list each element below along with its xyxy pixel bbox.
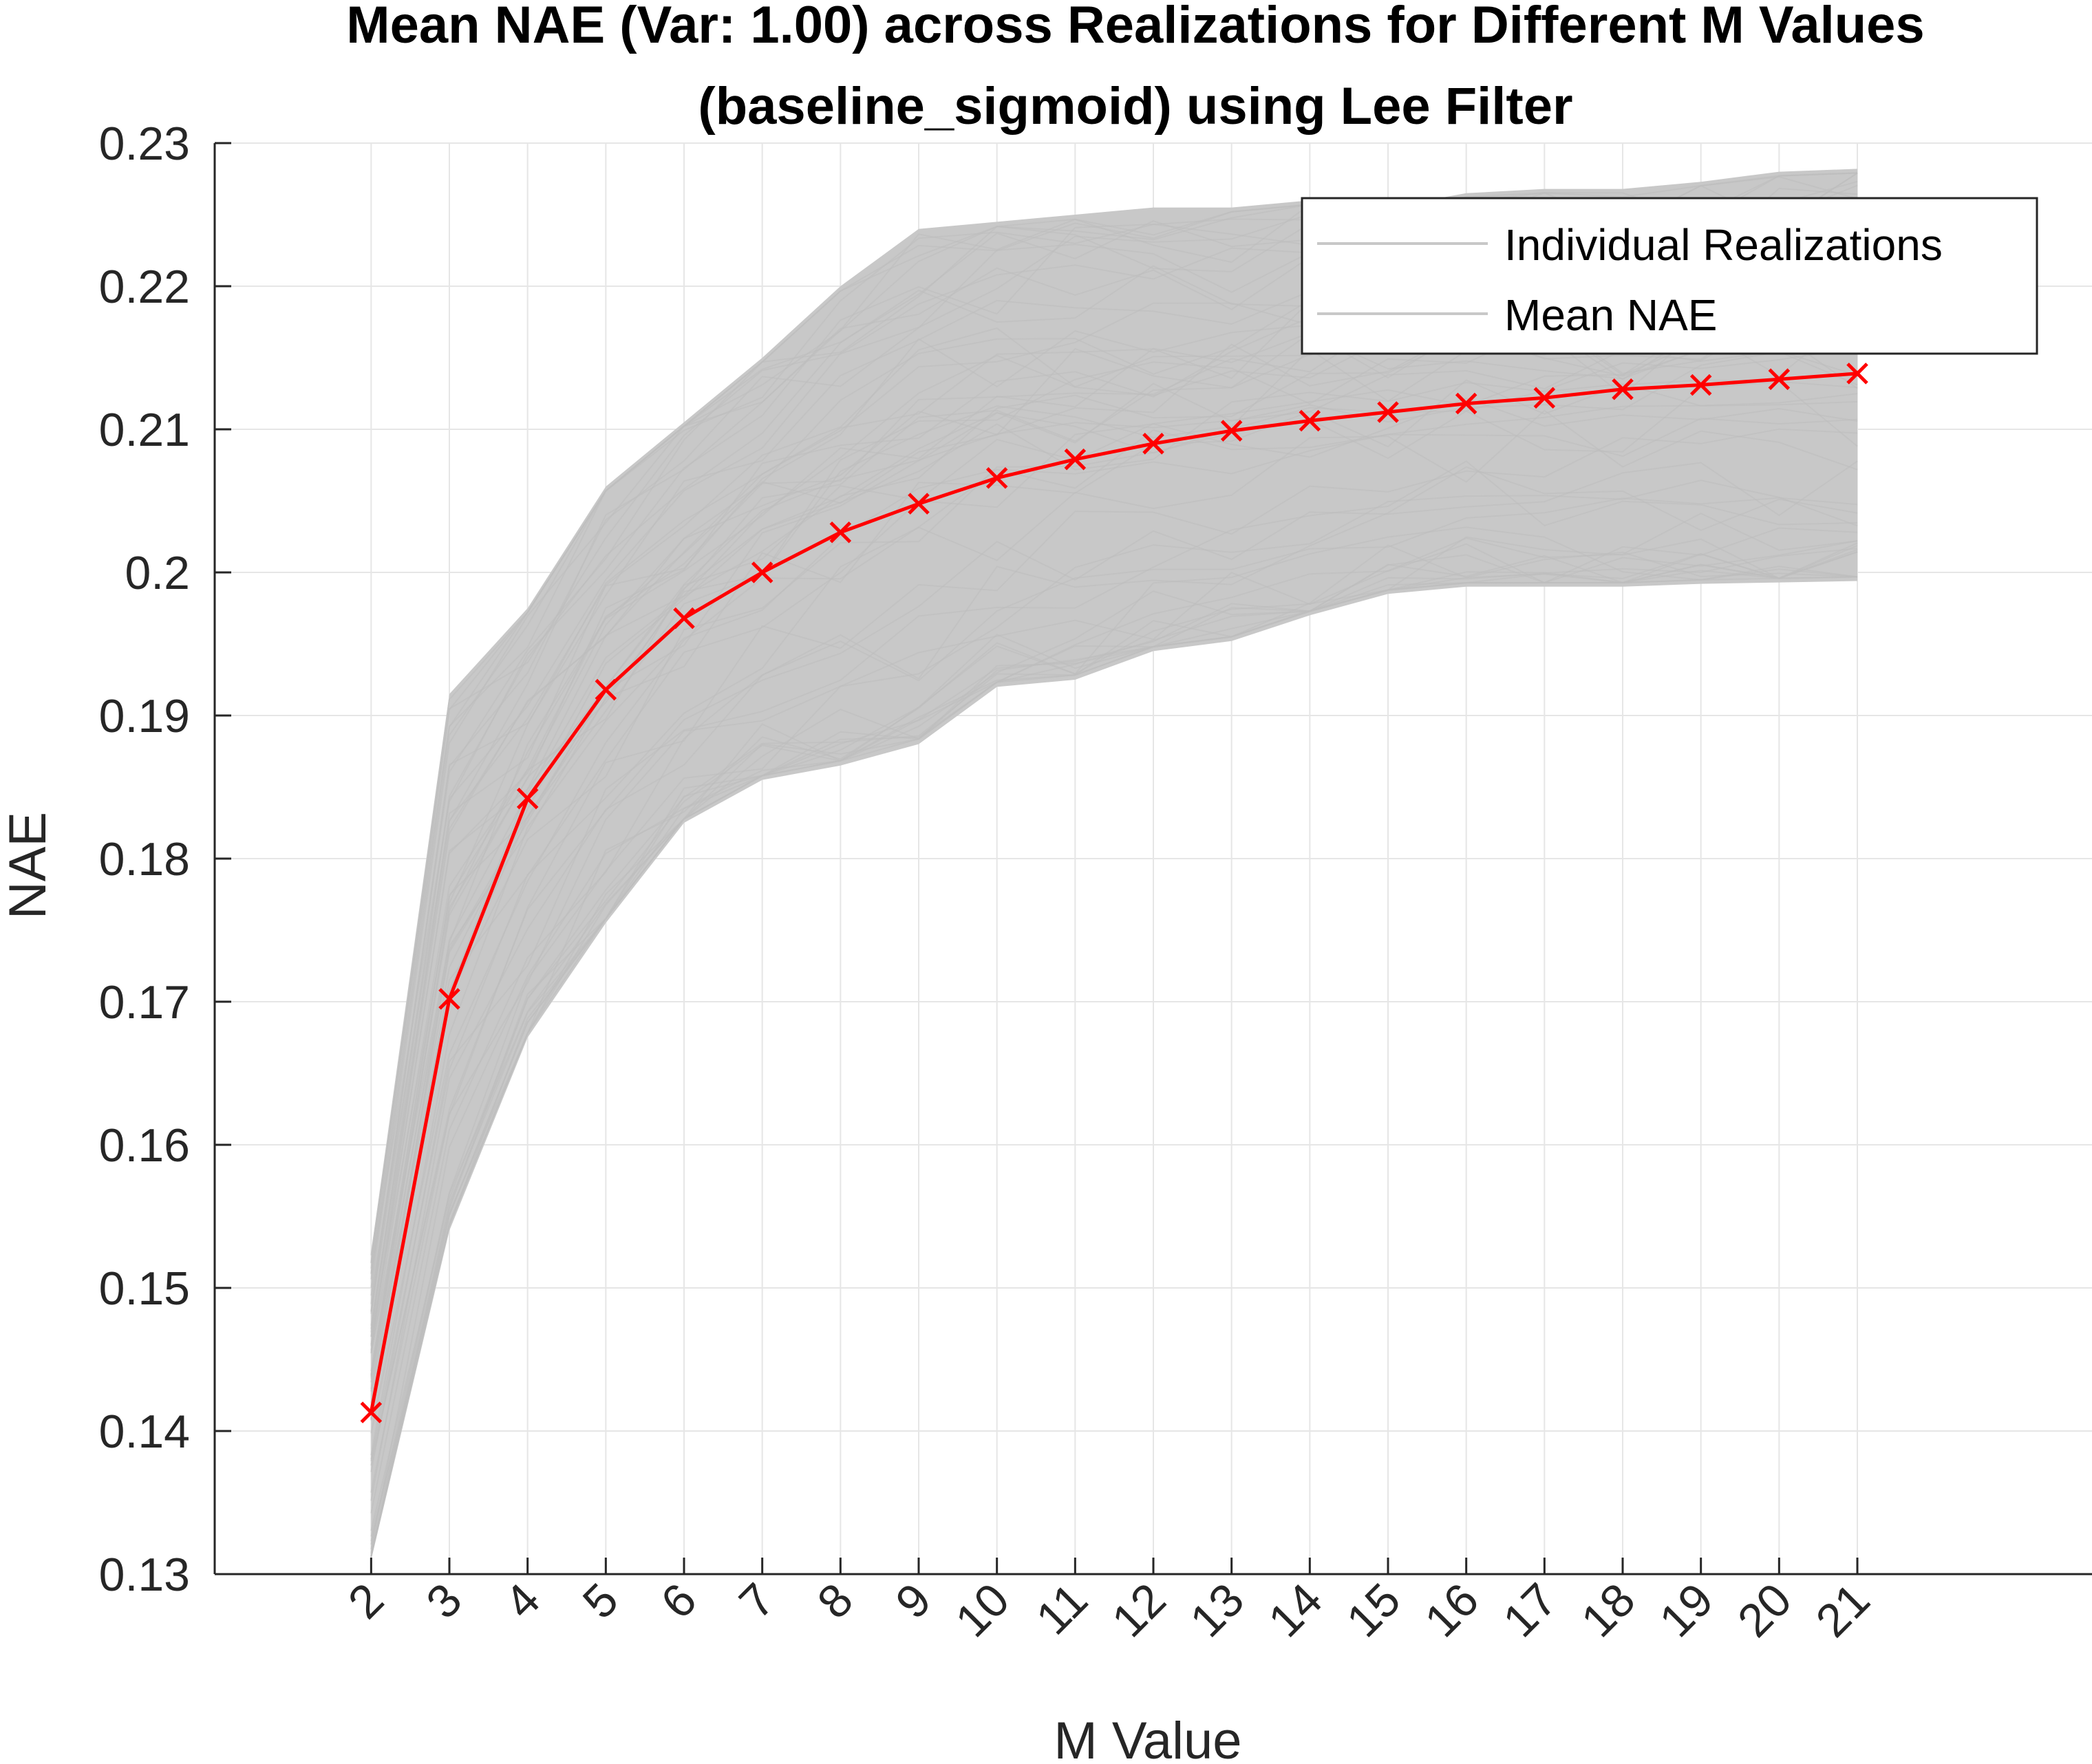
y-tick-label: 0.23 <box>99 118 190 170</box>
mean-nae-marker <box>1220 420 1243 442</box>
mean-nae-marker <box>1533 387 1556 409</box>
mean-nae-marker <box>1612 378 1634 400</box>
mean-nae-marker <box>1064 448 1087 471</box>
mean-nae-marker <box>908 493 930 515</box>
realization-line <box>370 480 1858 1493</box>
y-tick-label: 0.19 <box>99 690 190 742</box>
realization-line <box>370 460 1858 1466</box>
legend: Individual Realizations Mean NAE <box>1301 197 2038 355</box>
mean-nae-marker <box>1768 368 1791 390</box>
realization-line <box>370 397 1858 1420</box>
realization-line <box>370 333 1858 1372</box>
y-tick-label: 0.18 <box>99 833 190 885</box>
y-tick-label: 0.16 <box>99 1119 190 1172</box>
realization-line <box>370 428 1858 1462</box>
mean-nae-marker <box>516 787 539 810</box>
legend-box <box>1301 197 2038 355</box>
realization-line <box>370 351 1858 1419</box>
realization-line <box>370 333 1858 1390</box>
mean-nae-marker <box>673 607 695 630</box>
realization-line <box>370 526 1858 1542</box>
realization-line <box>370 466 1858 1501</box>
mean-nae-marker <box>1142 433 1164 455</box>
mean-nae-marker <box>1689 374 1712 396</box>
realization-line <box>370 551 1858 1557</box>
mean-nae-marker <box>438 988 460 1010</box>
y-tick-label: 0.22 <box>99 261 190 313</box>
y-tick-labels: 0.13 0.14 0.15 0.16 0.17 0.18 0.19 0.2 0.21 0.22 0… <box>99 118 190 1601</box>
axes <box>213 142 2092 1575</box>
mean-nae-marker <box>829 521 852 544</box>
mean-nae-marker <box>985 466 1008 489</box>
realization-line <box>370 172 1858 1275</box>
realization-line <box>370 418 1858 1434</box>
x-axis-label: M Value <box>1054 1712 1241 1764</box>
mean-nae-marker <box>751 561 773 583</box>
realization-line <box>370 460 1858 1472</box>
y-tick-label: 0.2 <box>125 547 190 599</box>
y-tick-label: 0.21 <box>99 404 190 456</box>
chart-title: Mean NAE (Var: 1.00) across Realizations… <box>346 0 1924 54</box>
mean-nae-marker <box>1377 401 1399 423</box>
realization-line <box>370 381 1858 1392</box>
realization-line <box>370 409 1858 1460</box>
y-tick-label: 0.17 <box>99 976 190 1029</box>
mean-nae-marker <box>1455 392 1477 415</box>
mean-nae-marker <box>1846 363 1868 385</box>
realization-line <box>370 536 1858 1557</box>
y-axis-label: NAE <box>0 812 57 919</box>
y-tick-label: 0.15 <box>99 1262 190 1315</box>
legend-label-mean: Mean NAE <box>1504 290 1717 340</box>
mean-series <box>360 363 1868 1423</box>
realization-line <box>370 304 1858 1354</box>
realization-line <box>370 306 1858 1383</box>
mean-nae-marker <box>595 678 617 701</box>
realization-line <box>370 318 1858 1375</box>
chart-subtitle: (baseline_sigmoid) using Lee Filter <box>698 77 1572 136</box>
realization-line <box>370 548 1858 1555</box>
realization-line <box>370 527 1858 1550</box>
mean-nae-line <box>369 372 1858 1413</box>
mean-nae-marker <box>360 1401 383 1423</box>
y-tick-label: 0.14 <box>99 1406 190 1458</box>
realization-lines <box>370 172 1858 1557</box>
realization-line <box>370 175 1858 1288</box>
legend-label-realizations: Individual Realizations <box>1504 220 1943 270</box>
mean-nae-marker <box>1299 409 1321 432</box>
y-tick-label: 0.13 <box>99 1549 190 1601</box>
realization-line <box>370 497 1858 1514</box>
realization-line <box>370 542 1858 1557</box>
